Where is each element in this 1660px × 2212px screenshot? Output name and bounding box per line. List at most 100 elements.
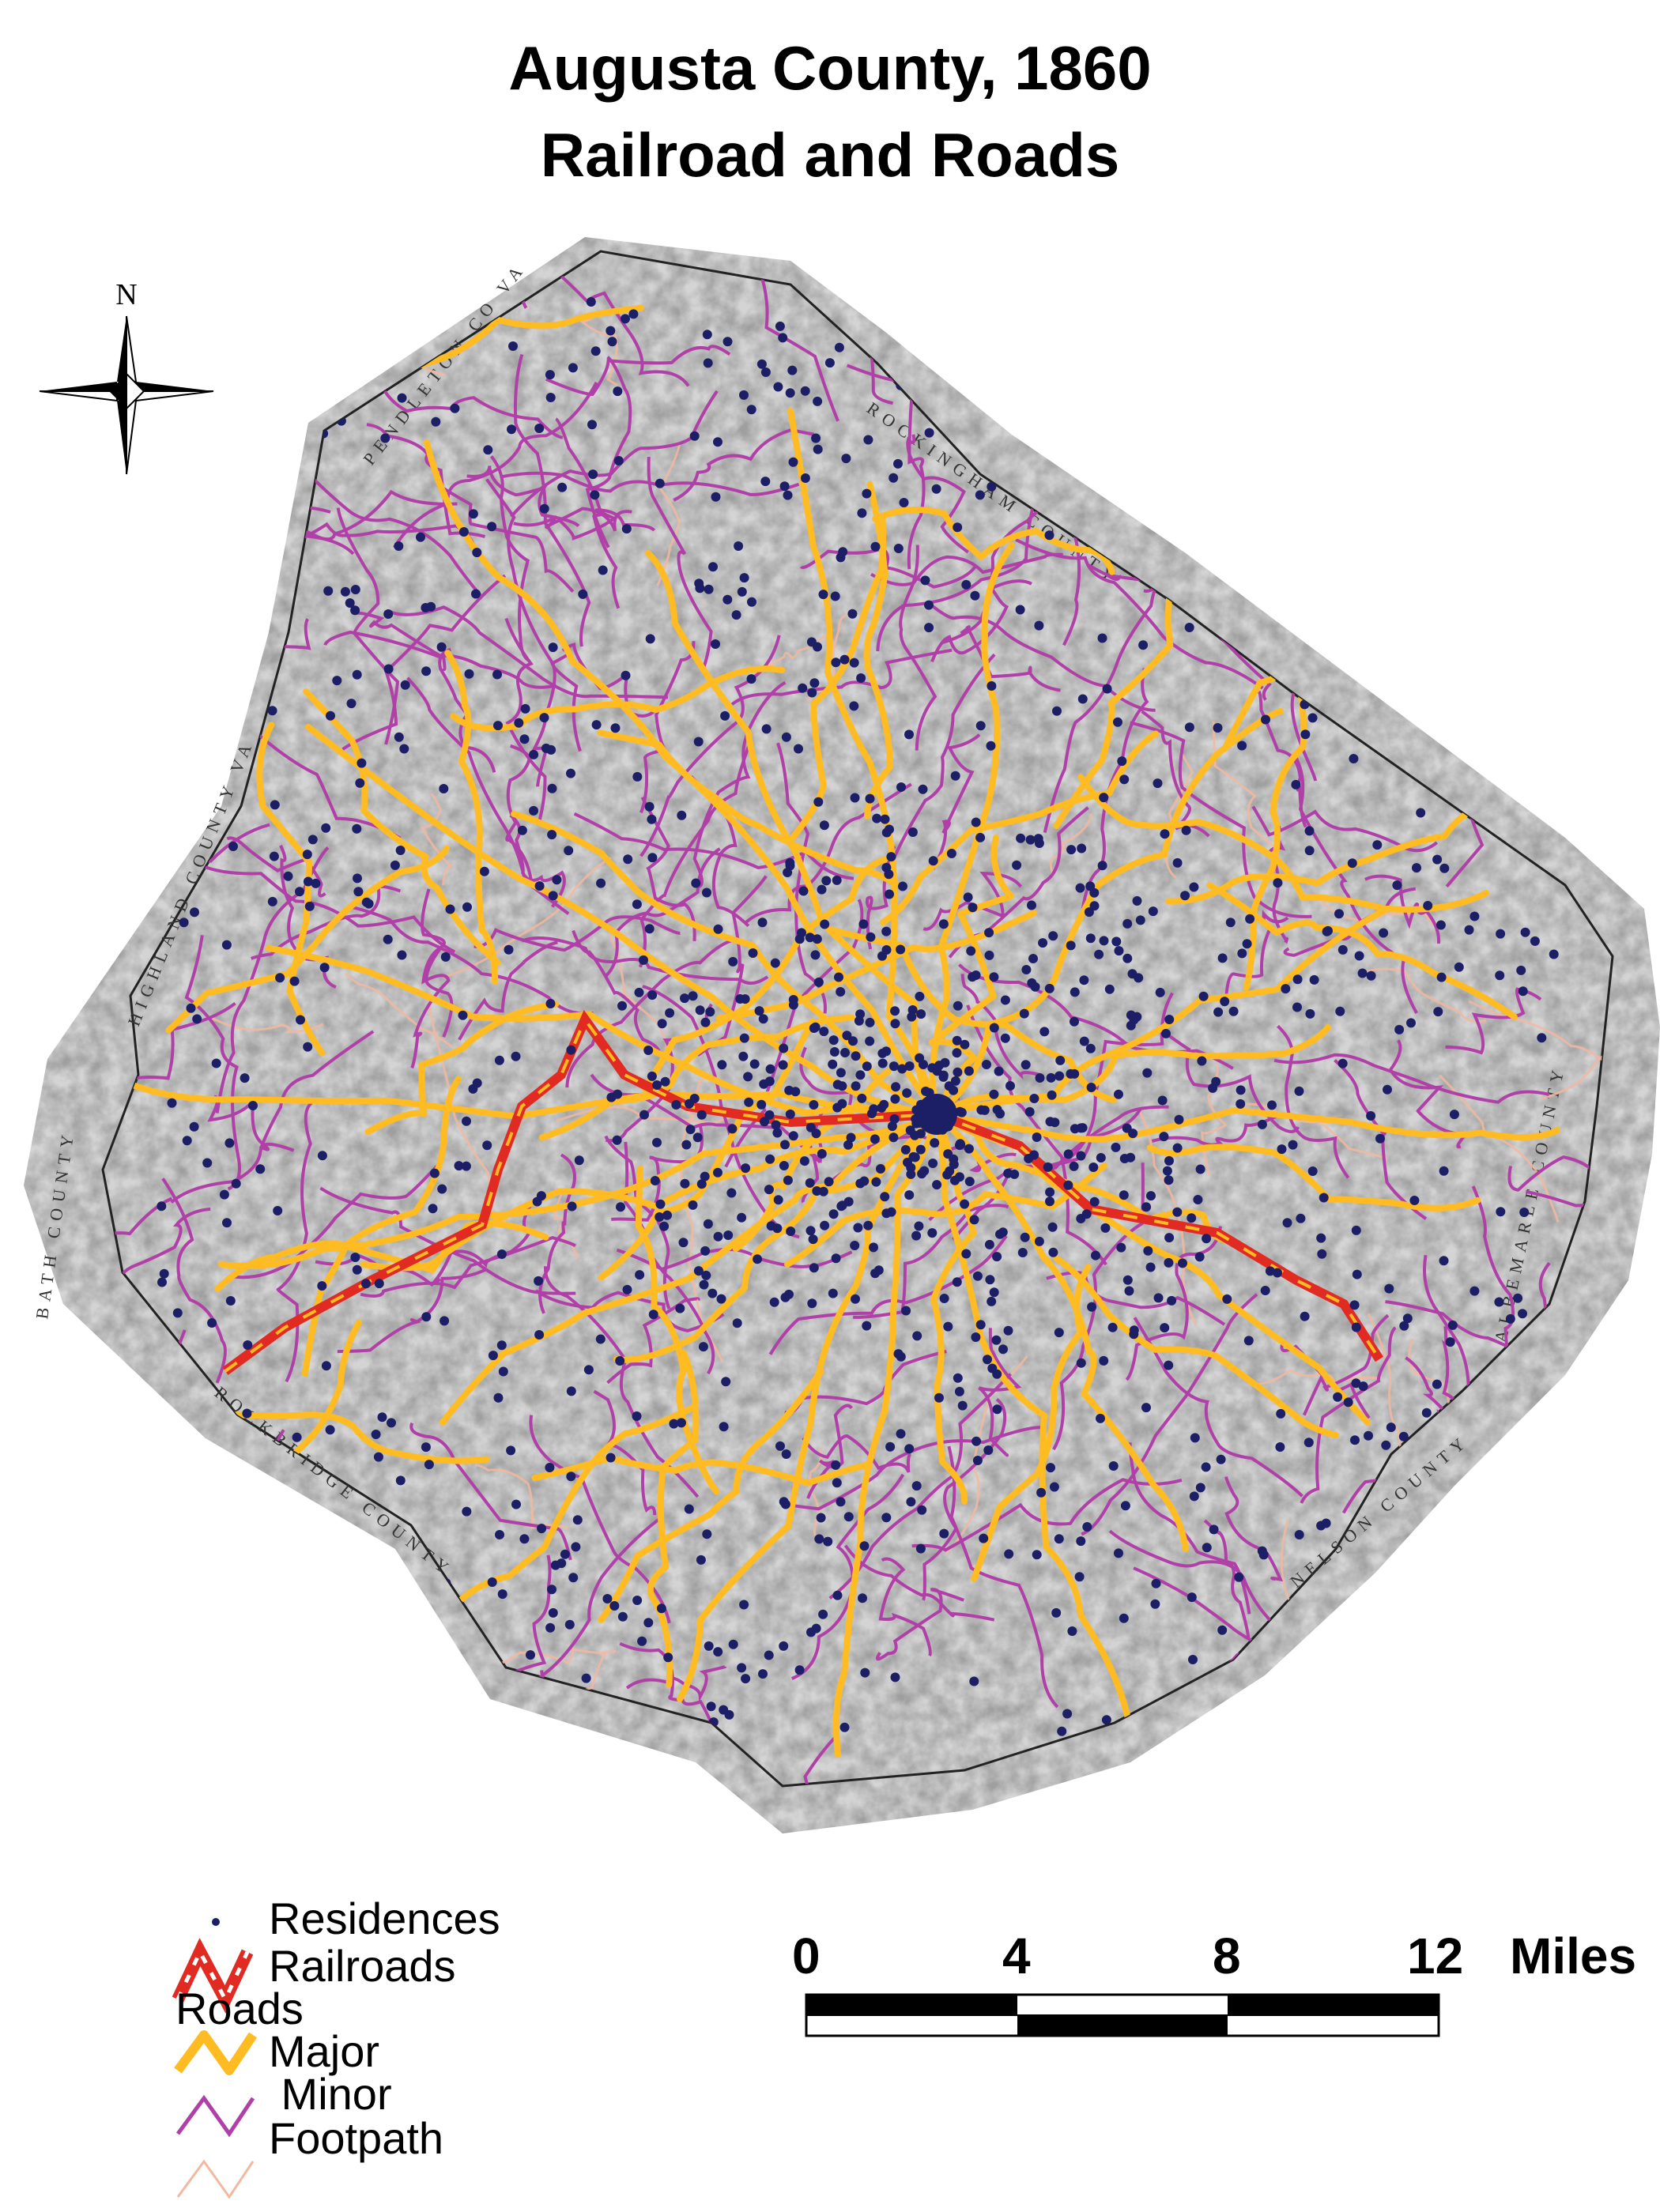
residence-dot [564,846,574,856]
residence-dot [1093,334,1104,345]
residence-dot [615,1356,625,1366]
residence-dot [881,862,892,872]
residence-dot [267,706,277,716]
residence-dot [906,1497,916,1507]
north-arrow-label: N [115,278,137,311]
residence-dot [468,509,478,519]
residence-dot [168,597,179,607]
major-road [1300,303,1558,462]
residence-dot [1375,1133,1385,1144]
residence-dot [1464,925,1474,935]
residence-dot [1364,1430,1373,1441]
residence-dot [772,1128,783,1138]
minor-road [593,1389,657,1516]
minor-road [1295,1666,1427,1706]
scale-bar [805,1993,1440,2037]
residence-dot [1292,974,1303,985]
residence-dot [1079,1036,1089,1046]
residence-dot [963,892,973,903]
residence-dot [1506,1666,1515,1676]
residence-dot [1379,333,1389,343]
residence-dot [734,541,744,551]
minor-road [960,625,1061,692]
legend-residences-label: Residences [269,1894,500,1943]
residence-dot [786,1227,796,1236]
residence-dot [811,433,821,443]
residence-dot [915,991,925,1001]
residence-dot [955,1139,965,1149]
residence-dot [1216,1454,1226,1464]
residence-dot [240,1073,250,1083]
residence-dot [1462,725,1473,736]
residence-dot [1005,1081,1015,1091]
residence-dot [395,846,406,855]
major-road [872,507,1115,575]
minor-road [538,1153,576,1314]
residence-dot [1034,428,1044,439]
minor-road [1081,1293,1258,1536]
residence-dot [703,1219,713,1229]
residence-dot [1028,954,1038,963]
residence-dot [1178,1258,1187,1268]
residence-dot [574,1155,584,1166]
residence-dot [1017,1248,1028,1257]
residence-dot [902,1088,912,1098]
residence-dot [1558,1719,1568,1728]
minor-road [878,1557,932,1657]
residence-dot [955,1172,964,1182]
minor-road [978,1328,1022,1457]
residence-dot [1236,1098,1246,1109]
residence-dot [450,403,460,413]
residence-dot [904,332,914,342]
residence-dot [1213,1007,1224,1017]
residence-dot [1411,694,1421,704]
residence-dot [817,884,827,895]
major-road [256,722,326,1057]
residence-dot [350,605,360,616]
residence-dot [1560,542,1570,552]
residence-dot [496,1249,507,1259]
residence-dot [1500,703,1511,714]
residence-dot [652,1137,662,1147]
residence-dot [1082,1522,1092,1532]
residence-dot [207,1318,217,1328]
residence-dot [1513,1293,1523,1303]
residence-dot [900,1144,911,1155]
minor-road [1224,910,1289,998]
residence-dot [283,871,293,881]
residence-dot [308,334,319,345]
residence-dot [1143,1245,1153,1256]
residence-dot [983,1355,992,1365]
residence-dot [1114,1548,1123,1558]
major-road [1165,801,1489,905]
residence-dot [849,658,859,668]
footpath [1540,1019,1613,1101]
residence-dot [728,956,738,967]
residence-dot [1055,1055,1066,1065]
residence-dot [566,1386,576,1396]
residence-dot [622,1284,632,1294]
residence-dot [1148,906,1158,917]
residence-dot [954,1386,964,1396]
residence-dot [753,1254,763,1264]
residence-dot [881,1208,892,1219]
minor-road [972,251,1058,334]
residence-dot [1034,620,1044,631]
residence-dot [1160,466,1171,477]
residence-dot [865,1036,875,1046]
residence-dot [885,889,894,899]
major-road [832,1111,940,1758]
minor-road [931,733,981,870]
residence-dot [739,573,749,583]
residence-dot [904,1061,915,1071]
residence-dot [843,1140,853,1150]
residence-dot [1257,1119,1267,1129]
major-road [1243,655,1307,991]
residence-dot [1280,1689,1290,1699]
residence-dot [984,1239,994,1249]
minor-road [692,680,787,889]
map-subtitle: Railroad and Roads [540,120,1120,190]
residence-dot [194,376,204,386]
residence-dot [1498,1459,1508,1469]
residence-dot [539,503,549,514]
